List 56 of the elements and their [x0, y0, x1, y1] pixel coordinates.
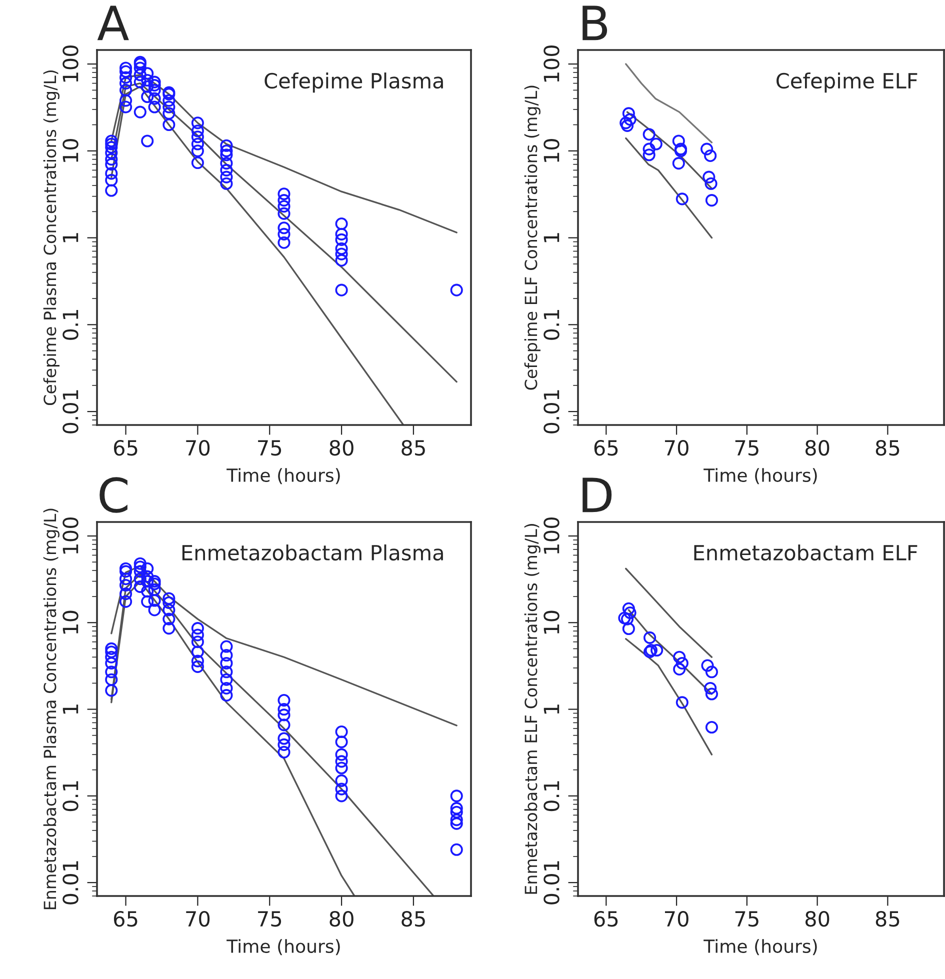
x-tick-label: 80 — [330, 440, 354, 456]
x-tick-label: 85 — [876, 440, 900, 456]
y-tick-label: 0.01 — [544, 861, 560, 904]
x-tick-label: 85 — [876, 910, 900, 927]
x-tick-label: 70 — [186, 910, 210, 927]
y-tick-label: 10 — [62, 139, 78, 162]
x-tick-label: 75 — [258, 440, 282, 456]
x-tick-label: 70 — [664, 910, 688, 927]
y-axis-title: Cefepime Plasma Concentrations (mg/L) — [43, 70, 60, 406]
chart-title: B — [582, 6, 608, 40]
y-tick-label: 0.01 — [62, 861, 78, 904]
y-tick-label: 0.01 — [544, 390, 560, 434]
x-tick-label: 80 — [805, 910, 830, 927]
x-tick-label: 75 — [258, 911, 282, 927]
text: Cefepime Plasma — [264, 72, 443, 93]
chart-title: C — [100, 477, 128, 513]
x-tick-label: 65 — [594, 440, 618, 456]
y-tick-label: 1 — [62, 704, 78, 714]
y-tick-label: 0.1 — [62, 310, 78, 340]
x-tick-label: 85 — [402, 440, 425, 456]
x-tick-label: 65 — [114, 440, 138, 456]
text: Cefepime ELF — [776, 72, 918, 93]
x-tick-label: 75 — [735, 911, 758, 927]
chart-title: A — [97, 6, 129, 40]
x-tick-label: 75 — [735, 440, 758, 456]
y-tick-label: 100 — [544, 517, 560, 554]
x-axis-title: Time (hours) — [704, 939, 817, 956]
y-tick-label: 100 — [544, 46, 560, 82]
y-tick-label: 10 — [544, 139, 560, 162]
y-tick-label: 100 — [62, 517, 78, 554]
y-axis-title: Enmetazobactam ELF Concentrations (mg/L) — [524, 524, 540, 894]
x-tick-label: 80 — [805, 440, 830, 456]
y-tick-label: 0.1 — [544, 781, 560, 812]
y-tick-label: 100 — [62, 46, 78, 82]
y-tick-label: 0.01 — [62, 390, 78, 434]
y-tick-label: 10 — [62, 610, 78, 634]
y-tick-label: 1 — [62, 233, 78, 242]
chart-title: D — [582, 478, 612, 512]
y-tick-label: 0.1 — [62, 781, 78, 812]
y-tick-label: 10 — [544, 610, 560, 634]
x-tick-label: 65 — [114, 910, 138, 927]
x-tick-label: 85 — [402, 910, 425, 927]
y-tick-label: 1 — [544, 233, 560, 242]
x-tick-label: 70 — [664, 440, 688, 456]
text: Enmetazobactam Plasma — [182, 544, 443, 561]
x-axis-title: Time (hours) — [226, 939, 340, 956]
x-tick-label: 70 — [186, 440, 210, 456]
y-axis-title: Cefepime ELF Concentrations (mg/L) — [524, 86, 540, 390]
x-tick-label: 65 — [594, 910, 618, 927]
text: Enmetazobactam ELF — [694, 544, 918, 561]
y-tick-label: 0.1 — [544, 310, 560, 340]
x-axis-title: Time (hours) — [704, 468, 817, 484]
x-axis-title: Time (hours) — [226, 468, 340, 484]
y-tick-label: 1 — [544, 704, 560, 714]
y-axis-title: Enmetazobactam Plasma Concentrations (mg/L) — [43, 508, 60, 910]
x-tick-label: 80 — [330, 910, 354, 927]
